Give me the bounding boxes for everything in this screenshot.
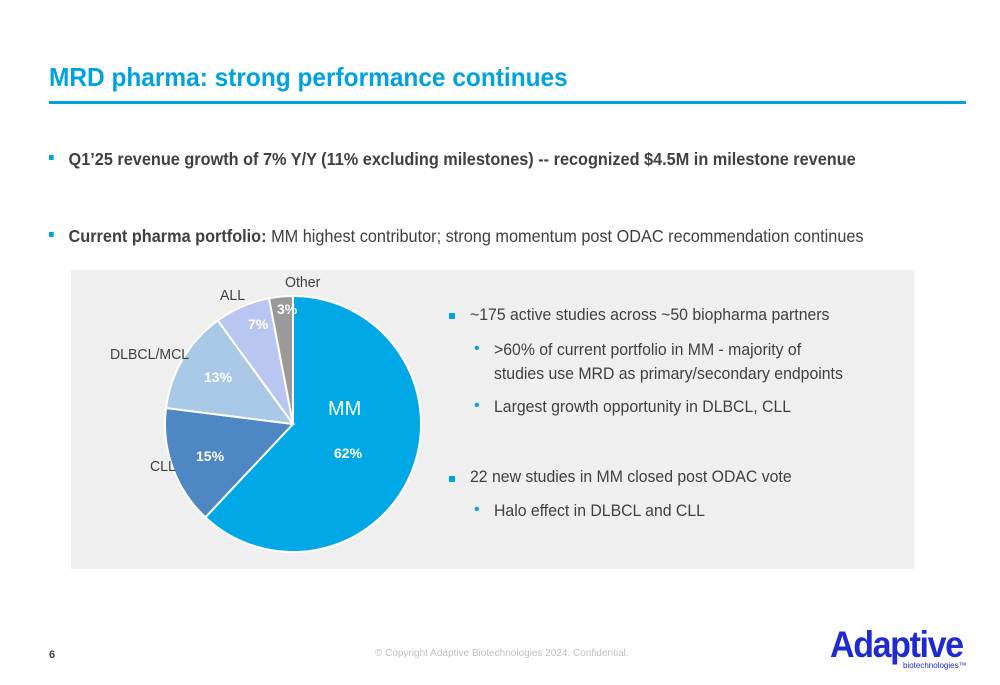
- mm-portfolio-text-line2: studies use MRD as primary/secondary end…: [494, 364, 843, 383]
- pie-value-all: 7%: [248, 316, 269, 332]
- bullet-pharma-portfolio: Current pharma portfolio: MM highest con…: [49, 226, 864, 247]
- dot-bullet-icon: •: [474, 397, 480, 414]
- pie-label-all: ALL: [220, 287, 246, 304]
- pie-label-dlbcl-mcl: DLBCL/MCL: [110, 346, 190, 363]
- mm-portfolio-text-line1: >60% of current portfolio in MM - majori…: [494, 340, 802, 359]
- new-studies-text: 22 new studies in MM closed post ODAC vo…: [470, 467, 792, 486]
- pie-value-dlbcl-mcl: 13%: [204, 369, 233, 385]
- halo-effect-text: Halo effect in DLBCL and CLL: [494, 501, 705, 520]
- pie-label-other: Other: [285, 274, 321, 291]
- bullet-portfolio-bold: Current pharma portfolio:: [68, 226, 267, 246]
- square-bullet-icon: [449, 476, 455, 482]
- studies-count-text: ~175 active studies across ~50 biopharma…: [470, 305, 830, 324]
- copyright-notice: © Copyright Adaptive Biotechnologies 202…: [375, 648, 629, 659]
- pie-label-mm: MM: [328, 398, 362, 420]
- square-bullet-icon: [49, 154, 54, 160]
- bullet-revenue-growth: Q1’25 revenue growth of 7% Y/Y (11% excl…: [49, 149, 856, 170]
- square-bullet-icon: [449, 313, 455, 319]
- page-number: 6: [49, 649, 56, 661]
- pie-value-other: 3%: [277, 301, 298, 317]
- pie-label-cll: CLL: [150, 458, 176, 475]
- bullet-portfolio-text: MM highest contributor; strong momentum …: [266, 226, 864, 246]
- pie-slice-dlbcl-mcl: [164, 319, 296, 426]
- adaptive-logo-subtext: biotechnologies™: [903, 661, 967, 670]
- bullet-revenue-text: Q1’25 revenue growth of 7% Y/Y (11% excl…: [68, 149, 856, 169]
- pie-value-cll: 15%: [196, 448, 225, 464]
- pie-slice-mm: [203, 294, 422, 553]
- pie-value-mm: 62%: [334, 445, 363, 461]
- pie-slice-other: [267, 294, 294, 425]
- slide-title: MRD pharma: strong performance continues: [49, 62, 568, 92]
- pie-slice-cll: [164, 406, 296, 519]
- adaptive-logo: Adaptive: [830, 624, 964, 665]
- growth-opportunity-text: Largest growth opportunity in DLBCL, CLL: [494, 397, 792, 416]
- dot-bullet-icon: •: [474, 501, 480, 518]
- title-underline: [49, 101, 966, 104]
- square-bullet-icon: [49, 231, 54, 237]
- dot-bullet-icon: •: [474, 340, 480, 357]
